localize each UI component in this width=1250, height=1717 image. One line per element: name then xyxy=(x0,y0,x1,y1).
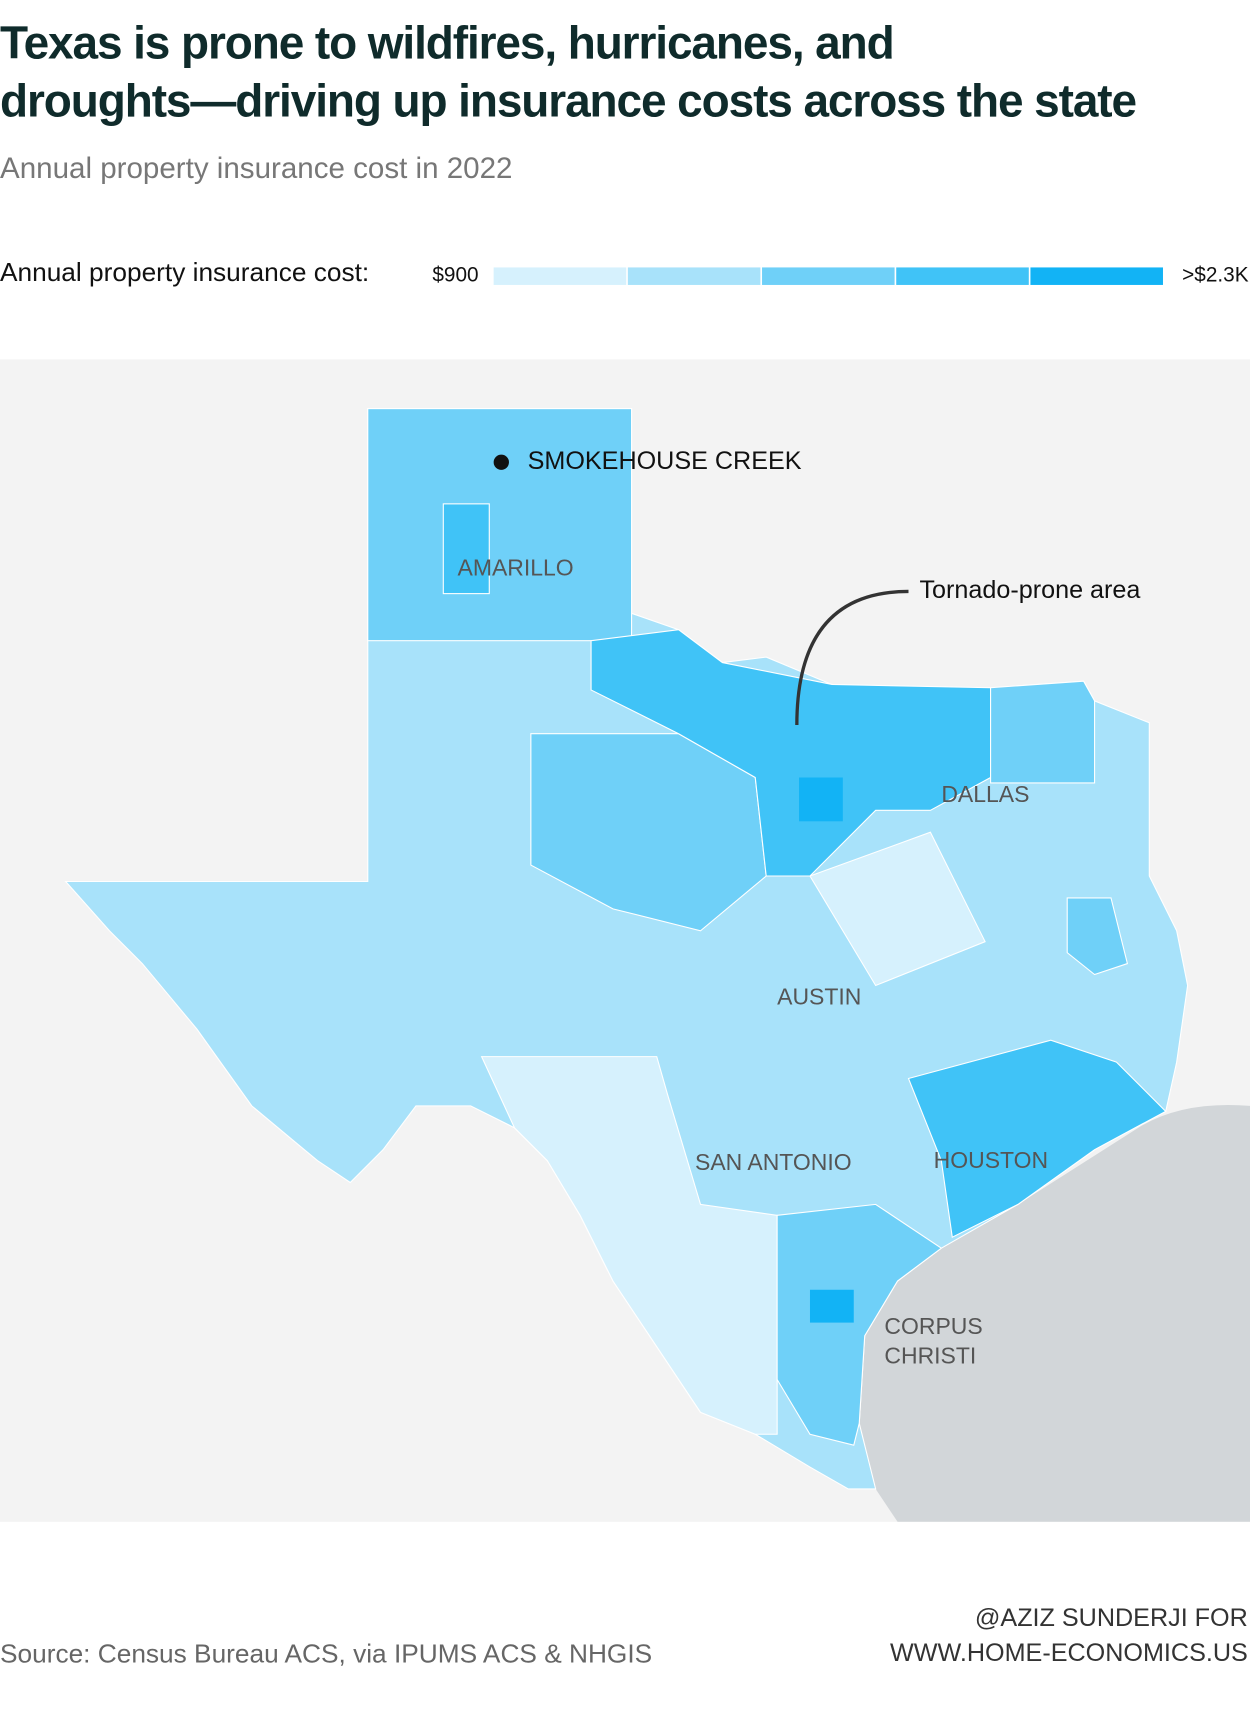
credit: @AZIZ SUNDERJI FOR xyxy=(975,1604,1248,1632)
legend-min: $900 xyxy=(432,264,478,287)
source: Source: Census Bureau ACS, via IPUMS ACS… xyxy=(0,1638,652,1668)
legend-swatch xyxy=(1030,267,1163,285)
region xyxy=(990,680,1096,784)
city-label: HOUSTON xyxy=(934,1147,1048,1173)
legend-max: >$2.3K xyxy=(1182,264,1249,287)
legend-label: Annual property insurance cost: xyxy=(0,257,369,287)
gulf xyxy=(859,1104,1250,1522)
county xyxy=(1066,897,1129,976)
county xyxy=(442,503,490,595)
legend-swatch xyxy=(762,267,895,285)
annotation: Tornado-prone area xyxy=(919,576,1140,604)
title-line: droughts—driving up insurance costs acro… xyxy=(0,74,1136,126)
map xyxy=(0,359,1250,1522)
subtitle: Annual property insurance cost in 2022 xyxy=(0,152,512,185)
title-line: Texas is prone to wildfires, hurricanes,… xyxy=(0,16,894,68)
fire-marker xyxy=(493,454,509,470)
legend-scale xyxy=(493,267,1163,285)
city-label: SAN ANTONIO xyxy=(695,1149,852,1175)
city-label: AMARILLO xyxy=(458,555,574,581)
region xyxy=(809,831,986,987)
annotation-line xyxy=(795,589,909,725)
city-label: CORPUS xyxy=(884,1313,982,1339)
county xyxy=(799,777,843,822)
houston-region xyxy=(907,1039,1167,1239)
county xyxy=(809,1289,854,1323)
south-region xyxy=(480,1056,778,1435)
tornado-region xyxy=(590,629,992,877)
legend-swatch xyxy=(493,267,627,285)
city-label: CHRISTI xyxy=(884,1343,976,1369)
city-label: AUSTIN xyxy=(777,984,861,1010)
legend-swatch xyxy=(627,267,761,285)
place-label: SMOKEHOUSE CREEK xyxy=(528,447,802,475)
panhandle xyxy=(367,408,633,642)
credit: WWW.HOME-ECONOMICS.US xyxy=(890,1639,1248,1667)
city-label: DALLAS xyxy=(941,781,1029,807)
legend-swatch xyxy=(896,267,1029,285)
coastal-region xyxy=(776,1203,943,1446)
